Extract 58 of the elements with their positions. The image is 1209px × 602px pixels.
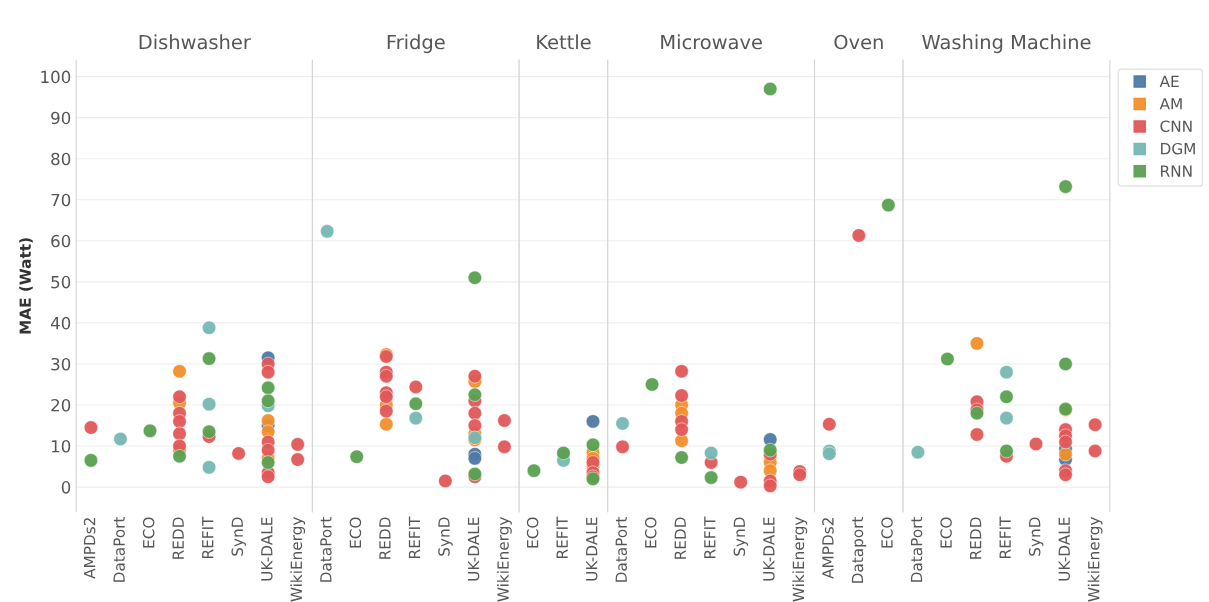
y-tick-label: 10 [51,439,71,453]
y-tick-label: 70 [51,193,71,207]
x-tick-label: DataPort [910,516,923,582]
x-tick-label: SynD [231,517,246,556]
x-tick-label: WikiEnergy [792,517,808,602]
x-tick-label: REDD [674,517,686,559]
legend-label: AE [1159,75,1179,87]
chart-title: Microwave [661,34,762,50]
chart-title: Washing Machine [922,34,1091,54]
x-tick-label: ECO [940,517,952,548]
x-tick-label: REFIT [202,516,214,558]
x-tick-label: REDD [379,517,391,559]
y-axis-title: MAE (Watt) [19,238,33,334]
x-tick-label: DataPort [320,516,332,582]
x-tick-label: REFIT [408,516,421,558]
x-tick-label: Dataport [851,516,867,583]
legend-label: DGM [1161,142,1195,155]
y-tick-label: 20 [51,398,71,412]
x-tick-label: WikiEnergy [497,517,512,602]
x-tick-label: ECO [644,517,657,548]
chart-title: Fridge [387,34,445,54]
x-tick-label: ECO [142,517,155,548]
x-tick-label: REDD [970,517,982,559]
x-tick-label: UK-DALE [586,517,598,581]
x-tick-label: REFIT [556,516,568,558]
legend-label: RNN [1161,165,1192,177]
x-tick-label: SynD [1028,517,1044,556]
x-tick-label: AMPDs2 [83,518,96,579]
y-tick-label: 60 [51,234,71,248]
x-tick-label: DataPort [615,516,627,582]
y-tick-label: 40 [50,316,71,330]
x-tick-label: UK-DALE [763,517,775,581]
x-tick-label: SynD [438,517,453,556]
x-tick-label: WikiEnergy [1087,517,1103,602]
x-tick-label: ECO [881,517,893,548]
chart-title: Oven [834,34,883,50]
legend-label: AM [1159,98,1182,110]
x-tick-label: REDD [172,517,184,559]
x-tick-label: UK-DALE [1058,517,1070,581]
y-tick-label: 0 [61,481,71,494]
y-tick-label: 100 [41,70,71,84]
y-tick-label: 50 [51,275,71,289]
x-tick-label: UK-DALE [261,517,273,581]
x-tick-label: AMPDs2 [822,518,834,579]
chart-title: Kettle [537,34,591,50]
y-tick-label: 30 [51,357,71,371]
x-tick-label: UK-DALE [467,517,480,581]
legend-label: CNN [1160,120,1192,133]
x-tick-label: WikiEnergy [290,517,306,602]
x-tick-label: ECO [526,517,539,548]
x-tick-label: ECO [349,517,362,548]
x-tick-label: DataPort [113,516,125,582]
x-tick-label: REFIT [999,516,1011,558]
y-tick-label: 80 [51,152,71,166]
y-tick-label: 90 [51,111,71,125]
chart-title: Dishwasher [139,34,251,50]
x-tick-label: SynD [733,517,749,556]
x-tick-label: REFIT [704,516,716,558]
